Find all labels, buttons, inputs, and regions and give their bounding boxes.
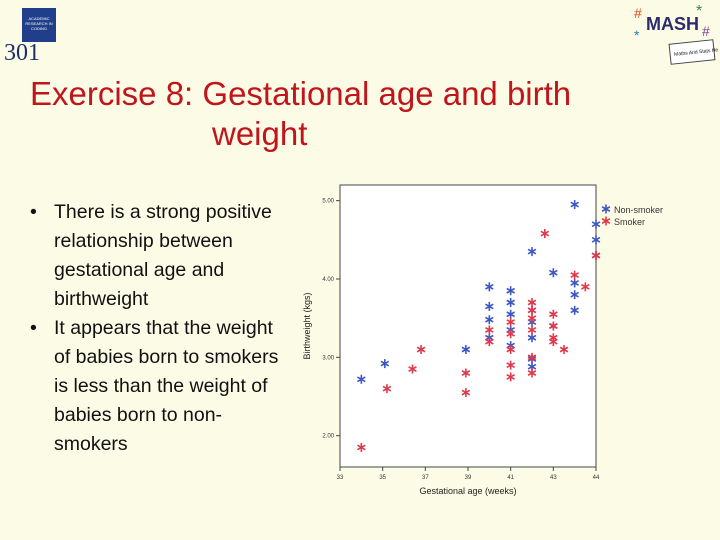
mash-tag xyxy=(668,39,716,65)
non-smoker-point xyxy=(570,290,579,300)
smoker-point xyxy=(527,352,537,362)
non-smoker-point xyxy=(570,200,579,210)
smoker-point xyxy=(461,388,471,398)
legend-label: Smoker xyxy=(614,217,645,227)
page-title: Exercise 8: Gestational age and birth we… xyxy=(30,74,670,154)
non-smoker-point xyxy=(591,235,601,245)
x-tick-label: 39 xyxy=(465,475,472,481)
smoker-point xyxy=(527,313,537,323)
smoker-point xyxy=(506,345,515,354)
mash-word: MASH xyxy=(646,14,699,34)
x-tick-label: 35 xyxy=(379,475,386,481)
non-smoker-point xyxy=(485,301,494,311)
bullet-item: There is a strong positive relationship … xyxy=(30,198,280,314)
smoker-point xyxy=(527,298,537,307)
legend-marker xyxy=(601,204,611,214)
x-tick-label: 37 xyxy=(422,475,429,481)
non-smoker-point xyxy=(506,286,515,296)
smoker-point xyxy=(506,372,515,382)
y-tick-label: 3.00 xyxy=(322,355,334,361)
title-line-2: weight xyxy=(212,115,308,152)
x-axis-label: Gestational age (weeks) xyxy=(419,486,516,496)
bullet-list: There is a strong positive relationship … xyxy=(30,198,280,459)
plot-area xyxy=(339,184,597,468)
logo-301: ACADEMIC RESEARCH IN CODING 301 xyxy=(4,4,64,66)
y-tick-label: 5.00 xyxy=(322,199,334,205)
non-smoker-point xyxy=(357,374,366,384)
smoker-point xyxy=(382,384,392,394)
non-smoker-point xyxy=(527,333,537,343)
mash-star-icon-2: * xyxy=(634,27,640,43)
smoker-point xyxy=(527,305,537,315)
non-smoker-point xyxy=(485,282,494,292)
x-tick-label: 41 xyxy=(507,475,514,481)
logo-number: 301 xyxy=(4,40,40,66)
mash-logo: # * # * MASH Maths And Stats Help xyxy=(634,3,718,65)
smoker-point xyxy=(416,345,426,354)
non-smoker-point xyxy=(570,305,579,315)
smoker-point xyxy=(540,229,550,239)
smoker-point xyxy=(357,442,366,452)
mash-hash-icon: # xyxy=(634,5,642,21)
legend-marker xyxy=(601,216,611,226)
y-axis-label: Birthweight (kgs) xyxy=(302,292,312,359)
non-smoker-point xyxy=(527,247,537,257)
title-line-1: Exercise 8: Gestational age and birth xyxy=(30,75,572,112)
smoker-point xyxy=(570,270,579,280)
smoker-point xyxy=(461,368,471,378)
x-tick-label: 33 xyxy=(337,475,344,481)
mash-tagline: Maths And Stats Help xyxy=(674,47,718,58)
non-smoker-point xyxy=(380,359,390,369)
smoker-point xyxy=(559,345,569,354)
mash-star-icon: * xyxy=(696,3,702,20)
bullet-item: It appears that the weight of babies bor… xyxy=(30,314,280,459)
smoker-point xyxy=(527,325,537,335)
non-smoker-point xyxy=(549,268,558,278)
smoker-point xyxy=(549,321,558,331)
non-smoker-point xyxy=(591,219,601,229)
mash-hash-icon-2: # xyxy=(702,23,710,39)
non-smoker-point xyxy=(461,345,471,354)
smoker-point xyxy=(581,282,590,292)
smoker-point xyxy=(591,251,601,260)
smoker-point xyxy=(408,364,417,374)
legend-label: Non-smoker xyxy=(614,205,663,215)
smoker-point xyxy=(506,360,515,370)
non-smoker-point xyxy=(506,309,515,319)
non-smoker-point xyxy=(485,315,494,325)
smoker-point xyxy=(506,329,515,339)
smoker-point xyxy=(549,337,558,347)
x-tick-label: 43 xyxy=(550,475,557,481)
scatter-chart: 2.00 3.00 4.00 5.00 33 35 37 39 41 43 44 Gestationa… xyxy=(302,184,663,496)
smoker-point xyxy=(527,368,537,378)
smoker-point xyxy=(485,325,494,335)
y-tick-label: 4.00 xyxy=(322,277,334,283)
non-smoker-point xyxy=(570,278,579,288)
y-tick-label: 2.00 xyxy=(322,434,334,440)
smoker-point xyxy=(549,309,558,319)
logo-box: ACADEMIC RESEARCH IN CODING xyxy=(22,8,56,42)
x-tick-label: 44 xyxy=(593,475,600,481)
smoker-point xyxy=(485,337,494,347)
smoker-point xyxy=(506,317,515,327)
non-smoker-point xyxy=(506,298,515,307)
